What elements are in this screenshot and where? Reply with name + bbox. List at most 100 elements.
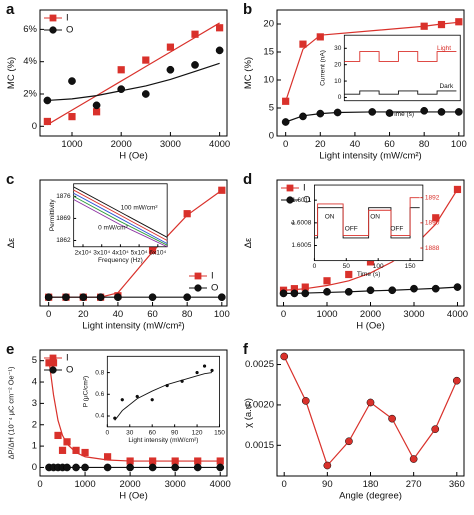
x-axis-label: Frequency (Hz) [98, 257, 143, 264]
fit-line [283, 189, 458, 291]
y-tick-label: 1 [32, 441, 37, 452]
annotation: ON [370, 214, 380, 221]
x-tick-label: 3x10⁴ [93, 249, 110, 256]
inset-frame [343, 34, 461, 102]
marker-square [301, 283, 309, 291]
marker-square [49, 14, 57, 22]
x-tick-label: 100 [451, 139, 467, 150]
marker-square [142, 56, 150, 64]
marker-circle [117, 85, 126, 94]
y-axis-label: MC (%) [6, 57, 17, 89]
marker-circle [344, 287, 353, 296]
x-axis-label: Light intensity (mW/cm²) [319, 150, 421, 161]
marker-square [290, 285, 298, 293]
y-tick-label: 0.6 [95, 391, 104, 398]
marker-circle [437, 108, 446, 116]
marker-circle [44, 293, 53, 302]
marker-circle [290, 289, 299, 298]
y-tick-label: 0 [32, 121, 37, 132]
data-line [344, 90, 457, 95]
annotation: 0 mW/cm² [98, 225, 128, 232]
marker-square [63, 438, 71, 446]
x-tick-label: 120 [192, 429, 203, 436]
marker-square [149, 457, 157, 465]
y-tick-label: 1.6011 [292, 197, 312, 204]
marker-circle [62, 293, 70, 302]
marker-square [49, 354, 57, 362]
marker-circle [323, 461, 332, 470]
marker-circle [148, 463, 157, 472]
x-tick-label: 80 [182, 309, 193, 320]
panel-label: a [6, 1, 15, 18]
x-tick-label: 20 [78, 309, 89, 320]
x-tick-label: 360 [449, 479, 465, 490]
marker-circle [452, 376, 461, 385]
y-axis-label: P (μC/cm²) [83, 376, 90, 407]
fit-line [283, 286, 458, 294]
annotation: OFF [390, 226, 403, 233]
y-tick-label: 4 [32, 377, 37, 388]
data-line [73, 189, 168, 241]
y-tick-label: 4% [23, 56, 37, 67]
x-axis-label: Time (s) [357, 271, 381, 278]
marker-circle [388, 286, 397, 295]
x-tick-label: 180 [363, 479, 379, 490]
marker-circle [202, 364, 207, 368]
y-tick-label: 1862 [56, 237, 71, 244]
marker-square [437, 20, 446, 29]
x-tick-label: 4000 [447, 309, 468, 320]
marker-square [323, 277, 331, 285]
legend-label: I [211, 271, 214, 282]
y-tick-label: 3 [32, 398, 37, 409]
y2-tick-label: 1892 [425, 194, 440, 201]
marker-circle [165, 383, 169, 388]
marker-circle [316, 109, 325, 118]
data-line [73, 195, 168, 246]
y-tick-label: 20 [263, 19, 274, 30]
marker-circle [409, 455, 418, 463]
legend-label: I [303, 183, 306, 194]
x-tick-label: 60 [147, 309, 158, 320]
marker-circle [92, 101, 101, 110]
x-tick-label: 150 [214, 429, 225, 436]
x-axis-label: Light intensity (mW/cm²) [82, 320, 184, 331]
marker-circle [63, 463, 71, 472]
marker-circle [79, 293, 88, 302]
y-tick-label: 30 [334, 45, 342, 52]
x-tick-label: 20 [315, 139, 326, 150]
marker-circle [180, 379, 184, 383]
marker-square [286, 184, 294, 192]
x-tick-label: 0 [46, 309, 51, 320]
y-tick-label: 0 [269, 131, 274, 142]
marker-circle [103, 463, 112, 472]
y-axis-label: Current (nA) [320, 50, 327, 86]
y-tick-label: 0.0015 [245, 440, 274, 451]
x-tick-label: 100 [214, 309, 230, 320]
marker-square [43, 117, 51, 126]
y-tick-label: 5 [32, 355, 37, 366]
legend-label: O [66, 365, 73, 376]
marker-square [45, 359, 53, 367]
marker-square [216, 457, 224, 465]
y-tick-label: 0 [32, 462, 37, 473]
x-tick-label: 0 [37, 479, 42, 490]
y2-tick-label: 1890 [425, 220, 440, 227]
x-tick-label: 3000 [160, 139, 181, 150]
marker-square [117, 66, 125, 74]
x-tick-label: 5x10⁴ [131, 249, 148, 256]
legend-label: O [211, 283, 218, 294]
marker-circle [193, 463, 202, 472]
x-tick-label: 2x10⁴ [75, 249, 92, 256]
data-line [314, 197, 420, 236]
x-tick-label: 2000 [120, 479, 141, 490]
x-axis-label: H (Oe) [356, 320, 385, 331]
x-tick-label: 3000 [403, 309, 424, 320]
y-tick-label: 20 [334, 61, 342, 68]
panel-label: d [243, 171, 252, 188]
marker-square [92, 108, 101, 116]
legend-label: O [66, 25, 73, 36]
marker-square [216, 24, 224, 32]
legend-label: O [303, 195, 310, 206]
marker-square [49, 359, 58, 367]
y-tick-label: 1.6005 [292, 242, 312, 249]
